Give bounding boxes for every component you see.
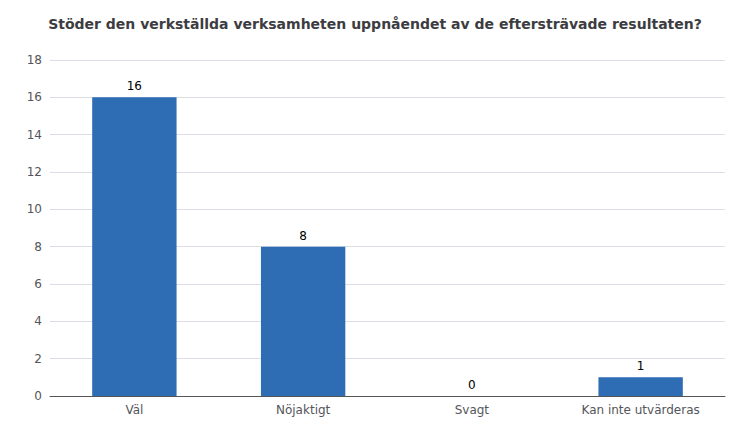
svg-text:Väl: Väl [125, 403, 143, 417]
svg-text:14: 14 [27, 128, 42, 142]
svg-text:6: 6 [34, 277, 42, 291]
svg-text:18: 18 [27, 53, 42, 67]
svg-text:8: 8 [34, 240, 42, 254]
svg-text:Nöjaktigt: Nöjaktigt [276, 403, 331, 417]
svg-text:8: 8 [299, 229, 307, 243]
svg-text:16: 16 [27, 90, 42, 104]
svg-text:Kan inte utvärderas: Kan inte utvärderas [581, 403, 699, 417]
svg-text:2: 2 [34, 352, 42, 366]
svg-text:0: 0 [468, 378, 476, 392]
svg-text:Svagt: Svagt [455, 403, 490, 417]
svg-text:4: 4 [34, 314, 42, 328]
svg-text:16: 16 [127, 79, 142, 93]
svg-text:Stöder den verkställda verksam: Stöder den verkställda verksamheten uppn… [48, 16, 702, 32]
svg-text:10: 10 [27, 202, 42, 216]
svg-text:12: 12 [27, 165, 42, 179]
svg-text:1: 1 [637, 359, 645, 373]
svg-text:0: 0 [34, 389, 42, 403]
